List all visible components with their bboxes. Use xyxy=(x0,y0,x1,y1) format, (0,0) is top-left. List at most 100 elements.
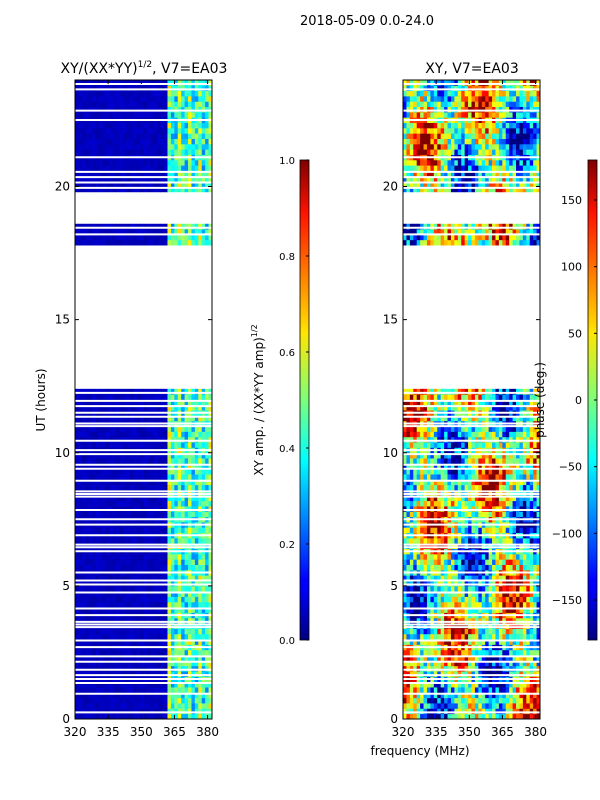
heatmap-cell xyxy=(502,580,507,587)
heatmap-cell xyxy=(471,681,476,688)
heatmap-cell xyxy=(181,607,186,613)
heatmap-cell xyxy=(136,143,141,150)
heatmap-cell xyxy=(505,655,510,661)
heatmap-cell xyxy=(522,633,527,640)
heatmap-cell xyxy=(116,127,120,134)
heatmap-cell xyxy=(146,511,151,518)
heatmap-cell xyxy=(205,463,209,470)
heatmap-cell xyxy=(177,537,182,544)
heatmap-cell xyxy=(102,239,107,246)
heatmap-cell xyxy=(516,591,520,597)
heatmap-cell xyxy=(160,703,165,709)
heatmap-cell xyxy=(201,484,206,491)
heatmap-cell xyxy=(505,665,510,672)
heatmap-cell xyxy=(430,559,435,565)
heatmap-cell xyxy=(208,495,213,502)
heatmap-cell xyxy=(519,655,524,661)
heatmap-cell xyxy=(205,143,209,150)
heatmap-cell xyxy=(170,463,175,470)
heatmap-cell xyxy=(143,404,148,411)
amplitude-colorbar xyxy=(299,159,310,641)
heatmap-cell xyxy=(420,649,424,656)
heatmap-cell xyxy=(140,415,144,422)
heatmap-cell xyxy=(201,495,206,502)
heatmap-cell xyxy=(116,607,120,613)
heatmap-cell xyxy=(505,591,510,597)
heatmap-cell xyxy=(440,591,445,597)
heatmap-cell xyxy=(78,90,83,97)
heatmap-cell xyxy=(167,495,172,502)
heatmap-cell xyxy=(153,106,158,113)
heatmap-cell xyxy=(423,708,428,715)
heatmap-cell xyxy=(75,649,79,656)
heatmap-cell xyxy=(509,660,514,667)
heatmap-cell xyxy=(153,585,158,592)
heatmap-cell xyxy=(157,506,162,512)
heatmap-cell xyxy=(140,713,144,720)
heatmap-cell xyxy=(146,591,151,597)
heatmap-cell xyxy=(95,90,100,97)
heatmap-cell xyxy=(133,553,138,560)
heatmap-cell xyxy=(81,186,86,193)
heatmap-cell xyxy=(109,101,114,108)
heatmap-cell xyxy=(194,159,199,166)
figure-suptitle: 2018-05-09 0.0-24.0 xyxy=(300,14,434,29)
heatmap-cell xyxy=(109,697,114,704)
heatmap-cell xyxy=(536,596,541,603)
heatmap-cell xyxy=(198,90,203,97)
heatmap-cell xyxy=(88,479,93,486)
heatmap-cell xyxy=(509,655,514,661)
heatmap-cell xyxy=(88,468,93,475)
heatmap-cell xyxy=(140,575,144,581)
heatmap-cell xyxy=(208,671,213,677)
heatmap-cell xyxy=(440,649,445,656)
heatmap-cell xyxy=(133,111,138,118)
heatmap-cell xyxy=(485,564,490,571)
heatmap-cell xyxy=(92,692,96,699)
heatmap-cell xyxy=(403,575,407,581)
heatmap-cell xyxy=(205,591,209,597)
heatmap-cell xyxy=(78,490,83,496)
heatmap-cell xyxy=(105,687,110,693)
heatmap-cell xyxy=(164,181,168,187)
heatmap-cell xyxy=(98,133,103,139)
heatmap-cell xyxy=(167,713,172,720)
heatmap-cell xyxy=(478,564,483,571)
heatmap-cell xyxy=(184,601,189,608)
heatmap-cell xyxy=(150,234,155,241)
heatmap-cell xyxy=(129,229,134,235)
heatmap-cell xyxy=(92,697,96,704)
heatmap-cell xyxy=(481,601,486,608)
heatmap-cell xyxy=(112,564,117,571)
heatmap-cell xyxy=(208,633,213,640)
heatmap-cell xyxy=(146,127,151,134)
heatmap-cell xyxy=(170,559,175,565)
heatmap-cell xyxy=(526,639,531,645)
heatmap-cell xyxy=(102,426,107,432)
heatmap-cell xyxy=(181,527,186,534)
heatmap-cell xyxy=(78,580,83,587)
heatmap-cell xyxy=(481,537,486,544)
heatmap-cell xyxy=(426,543,431,549)
heatmap-cell xyxy=(119,133,124,139)
heatmap-cell xyxy=(512,575,517,581)
heatmap-cell xyxy=(81,165,86,171)
heatmap-cell xyxy=(112,111,117,118)
heatmap-cell xyxy=(133,85,138,92)
heatmap-cell xyxy=(485,655,490,661)
heatmap-cell xyxy=(519,537,524,544)
heatmap-cell xyxy=(426,649,431,656)
heatmap-cell xyxy=(194,665,199,672)
heatmap-cell xyxy=(122,122,127,129)
heatmap-cell xyxy=(143,415,148,422)
heatmap-cell xyxy=(88,436,93,443)
heatmap-cell xyxy=(184,85,189,92)
heatmap-cell xyxy=(95,596,100,603)
heatmap-cell xyxy=(205,474,209,480)
heatmap-cell xyxy=(92,80,96,86)
heatmap-cell xyxy=(98,500,103,507)
heatmap-cell xyxy=(81,649,86,656)
heatmap-cell xyxy=(85,580,90,587)
heatmap-cell xyxy=(98,580,103,587)
heatmap-cell xyxy=(140,479,144,486)
